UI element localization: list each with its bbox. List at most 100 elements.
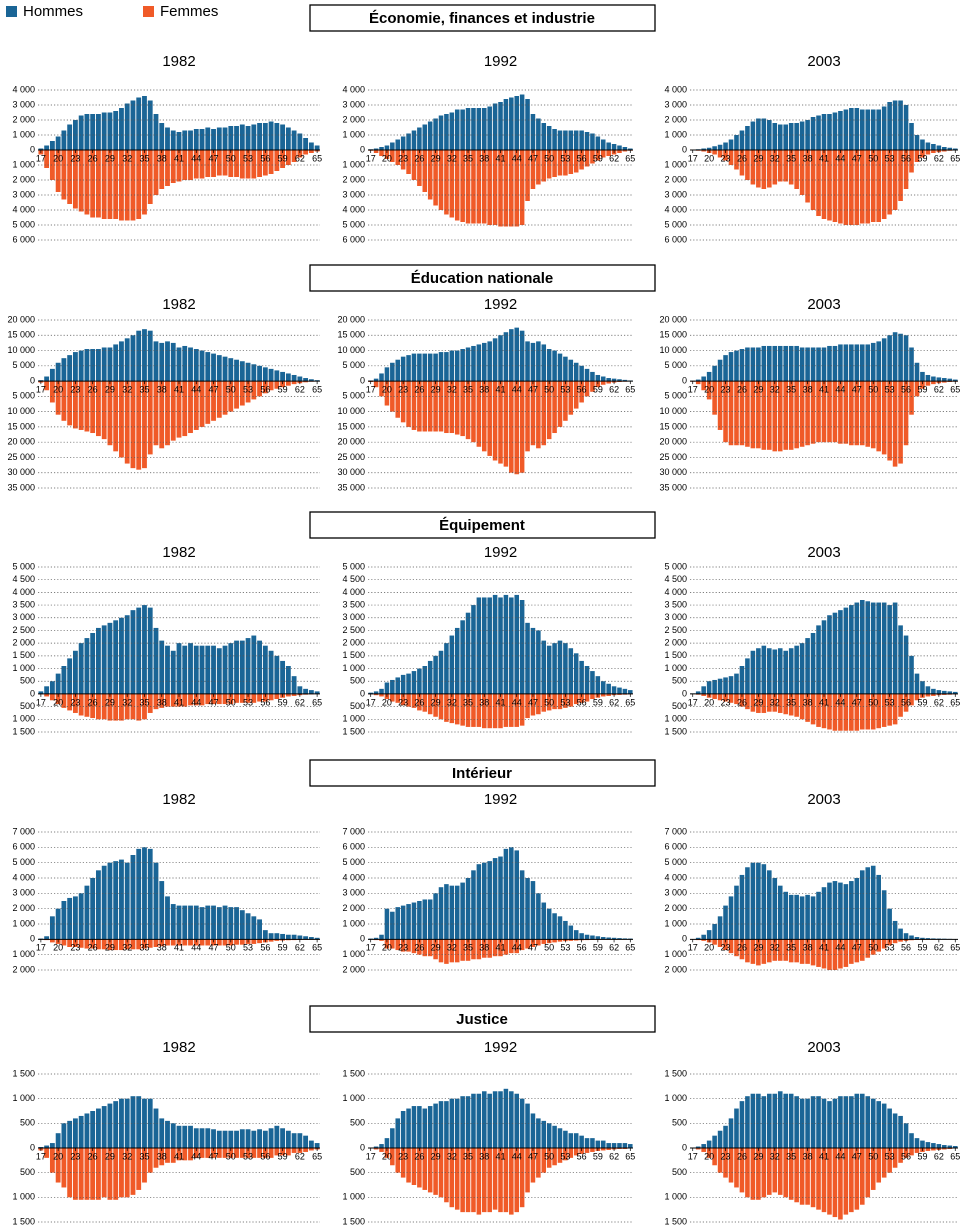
bar (563, 1148, 568, 1161)
bar (530, 381, 536, 446)
bar (373, 691, 379, 694)
x-tick-label: 62 (934, 153, 944, 163)
bar (794, 123, 799, 150)
bar (199, 939, 205, 946)
bar (756, 1093, 761, 1148)
bar (777, 124, 783, 150)
bar (61, 939, 67, 946)
y-tick-label: 5 000 (664, 219, 687, 229)
bar (492, 1091, 498, 1148)
x-tick-label: 65 (625, 697, 635, 707)
bar (573, 1133, 579, 1148)
bar (695, 1146, 701, 1148)
y-tick-label: 0 (30, 934, 35, 944)
bar (417, 1148, 422, 1188)
y-tick-label: 5 000 (12, 857, 35, 867)
y-tick-label: 6 000 (664, 234, 687, 244)
bar (454, 693, 460, 725)
bar (849, 939, 854, 964)
bar (590, 1138, 595, 1148)
bar (400, 136, 406, 150)
bar (723, 677, 728, 694)
x-tick-label: 35 (786, 697, 796, 707)
bar (728, 1148, 734, 1183)
bar (745, 1148, 750, 1198)
bar (239, 910, 245, 940)
bar (739, 1148, 745, 1193)
y-tick-label: 10 000 (659, 406, 687, 416)
bar (628, 690, 633, 694)
bar (165, 341, 170, 382)
x-tick-label: 59 (278, 384, 288, 394)
x-tick-label: 53 (885, 384, 895, 394)
bar (876, 341, 881, 382)
bar (816, 150, 821, 216)
bar (909, 935, 914, 940)
bar (536, 939, 541, 946)
bar (130, 100, 136, 150)
bar (487, 106, 492, 150)
bar (854, 108, 860, 150)
bar (433, 939, 438, 960)
bar (838, 693, 843, 731)
bar (476, 864, 482, 940)
bar (257, 150, 262, 177)
bar (251, 1148, 257, 1158)
bar (622, 379, 628, 382)
bar (487, 1148, 492, 1213)
bar (96, 114, 101, 150)
bar (72, 352, 78, 382)
y-tick-label: 2 000 (342, 638, 365, 648)
bar (865, 1148, 871, 1198)
bar (783, 693, 789, 715)
bar (188, 150, 193, 180)
x-tick-label: 50 (226, 1151, 236, 1161)
bar (794, 939, 799, 963)
bar (717, 916, 723, 940)
bar (568, 939, 574, 941)
bar (525, 99, 530, 150)
bar (712, 679, 717, 694)
bar (90, 1148, 96, 1200)
bar (854, 344, 860, 382)
bar (600, 1148, 606, 1151)
x-tick-label: 41 (495, 384, 505, 394)
bar (84, 638, 90, 694)
y-tick-label: 3 500 (12, 599, 35, 609)
x-tick-label: 47 (209, 943, 219, 953)
bar (821, 693, 827, 729)
bar (892, 381, 898, 467)
bar (406, 1148, 411, 1183)
x-tick-label: 23 (398, 697, 408, 707)
bar (136, 848, 142, 940)
bar (514, 381, 519, 475)
bar (903, 1148, 909, 1158)
bar (925, 374, 931, 382)
bar (199, 150, 205, 179)
bar (914, 673, 920, 694)
y-tick-label: 1 000 (12, 1192, 35, 1202)
y-tick-label: 5 000 (12, 391, 35, 401)
bar (222, 905, 228, 940)
bar (728, 352, 734, 382)
bar (216, 1130, 222, 1148)
bar (783, 891, 789, 940)
x-tick-label: 23 (721, 1151, 731, 1161)
bar (701, 939, 706, 941)
x-tick-label: 53 (560, 384, 570, 394)
y-tick-label: 1 000 (12, 949, 35, 959)
x-tick-label: 20 (382, 153, 392, 163)
x-tick-label: 53 (885, 1151, 895, 1161)
bar (280, 150, 286, 168)
x-tick-label: 44 (835, 1151, 845, 1161)
bar (859, 939, 865, 961)
bar (870, 150, 876, 222)
x-tick-label: 35 (786, 384, 796, 394)
bar (78, 381, 84, 430)
bar (492, 594, 498, 694)
bar (573, 362, 579, 382)
bar (136, 939, 142, 950)
bar (854, 693, 860, 731)
bar (805, 638, 810, 694)
bar (717, 150, 723, 158)
